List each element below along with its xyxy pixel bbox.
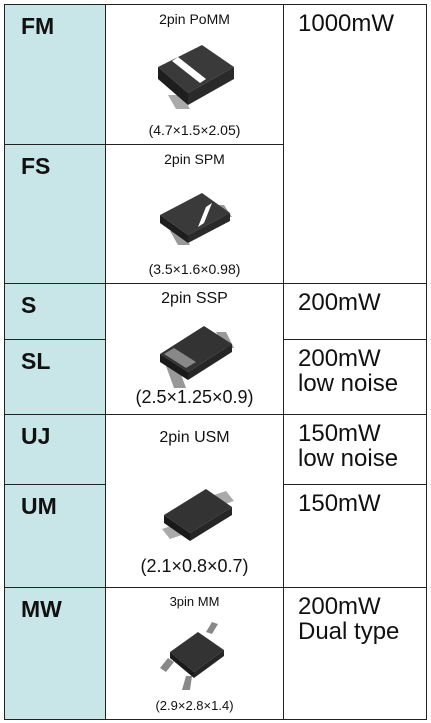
power-line: 200mW — [298, 289, 381, 316]
package-name: 2pin USM — [159, 429, 230, 446]
package-size: (2.9×2.8×1.4) — [155, 698, 234, 713]
power-text: 150mW low noise — [284, 421, 398, 471]
package-cell: 2pin SSP (2.5×1.25×0.9) — [105, 283, 284, 415]
power-line: 150mW — [298, 490, 381, 517]
code-cell: MW — [4, 587, 106, 720]
power-cell: 150mW — [283, 484, 427, 588]
power-text: 150mW — [284, 491, 381, 516]
package-size: (2.1×0.8×0.7) — [140, 556, 249, 576]
package-name: 2pin PoMM — [159, 11, 230, 27]
package-size: (3.5×1.6×0.98) — [148, 261, 241, 277]
power-line: Dual type — [298, 618, 400, 645]
package-icon — [160, 622, 224, 690]
code-cell: SL — [4, 339, 106, 415]
package-cell: 3pin MM (2.9×2.8×1.4) — [105, 587, 284, 720]
power-cell: 200mW low noise — [283, 339, 427, 415]
power-line: low noise — [298, 370, 399, 397]
power-text: 200mW — [284, 290, 381, 315]
power-line: 200mW — [298, 593, 381, 620]
code-cell: UM — [4, 484, 106, 588]
package-cell: 2pin USM (2.1×0.8×0.7) — [105, 414, 284, 588]
power-line: 1000mW — [298, 10, 395, 37]
power-text: 1000mW — [284, 11, 394, 36]
power-line: 200mW — [298, 345, 381, 372]
power-cell: 150mW low noise — [283, 414, 427, 485]
code-cell: S — [4, 283, 106, 340]
package-icon — [162, 489, 234, 541]
power-text: 200mW low noise — [284, 346, 398, 396]
code: S — [21, 292, 37, 318]
code-cell: FM — [4, 4, 106, 145]
package-icon — [160, 193, 232, 245]
package-size: (2.5×1.25×0.9) — [135, 387, 254, 407]
package-icon — [158, 45, 234, 109]
package-cell: 2pin PoMM (4.7×1.5×2.05) — [105, 4, 284, 145]
power-text: 200mW Dual type — [284, 594, 399, 644]
power-cell: 200mW — [283, 283, 427, 340]
power-cell: 1000mW — [283, 4, 427, 284]
package-size: (4.7×1.5×2.05) — [148, 122, 241, 138]
power-line: low noise — [298, 445, 399, 472]
code-cell: UJ — [4, 414, 106, 485]
code: FM — [21, 13, 55, 39]
power-line: 150mW — [298, 420, 381, 447]
code: SL — [21, 348, 51, 374]
package-icon — [160, 326, 234, 388]
package-name: 3pin MM — [169, 594, 220, 609]
package-name: 2pin SPM — [164, 151, 225, 167]
code: MW — [21, 596, 62, 622]
package-name: 2pin SSP — [161, 290, 228, 307]
code-cell: FS — [4, 144, 106, 284]
power-cell: 200mW Dual type — [283, 587, 427, 720]
code: UM — [21, 493, 57, 519]
code: UJ — [21, 423, 51, 449]
code: FS — [21, 153, 51, 179]
package-cell: 2pin SPM (3.5×1.6×0.98) — [105, 144, 284, 284]
